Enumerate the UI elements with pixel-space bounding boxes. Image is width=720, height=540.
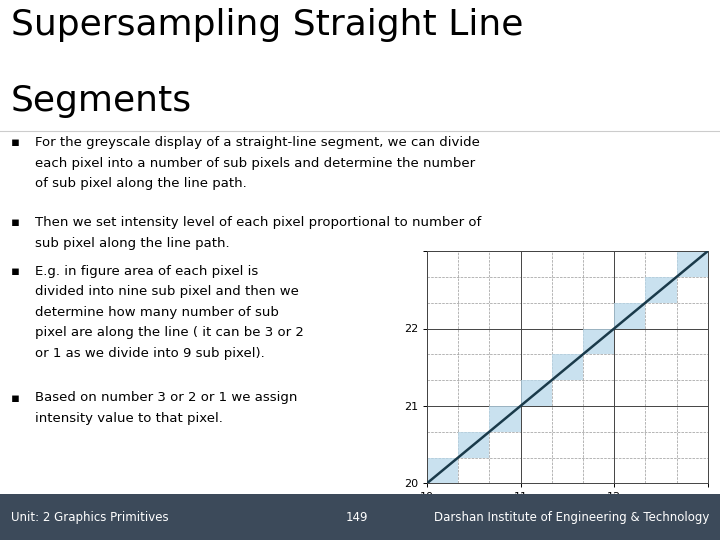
Bar — [521, 380, 552, 406]
Bar — [677, 251, 708, 277]
Bar — [458, 431, 490, 457]
Text: Based on number 3 or 2 or 1 we assign
intensity value to that pixel.: Based on number 3 or 2 or 1 we assign in… — [35, 392, 297, 425]
Text: 149: 149 — [346, 511, 368, 524]
Text: ▪: ▪ — [11, 265, 19, 278]
Bar — [552, 354, 583, 380]
Bar — [645, 277, 677, 303]
Text: Darshan Institute of Engineering & Technology: Darshan Institute of Engineering & Techn… — [434, 511, 709, 524]
Text: For the greyscale display of a straight-line segment, we can divide
each pixel i: For the greyscale display of a straight-… — [35, 136, 480, 190]
Text: E.g. in figure area of each pixel is
divided into nine sub pixel and then we
det: E.g. in figure area of each pixel is div… — [35, 265, 303, 360]
Text: ▪: ▪ — [11, 392, 19, 404]
Bar — [490, 406, 521, 431]
Bar — [614, 303, 645, 328]
Bar — [427, 457, 458, 483]
Text: Then we set intensity level of each pixel proportional to number of
sub pixel al: Then we set intensity level of each pixe… — [35, 216, 481, 249]
Text: Unit: 2 Graphics Primitives: Unit: 2 Graphics Primitives — [11, 511, 168, 524]
Text: Supersampling Straight Line: Supersampling Straight Line — [11, 8, 523, 42]
Text: Segments: Segments — [11, 84, 192, 118]
Bar — [583, 328, 614, 354]
Text: ▪: ▪ — [11, 216, 19, 229]
Text: ▪: ▪ — [11, 136, 19, 149]
